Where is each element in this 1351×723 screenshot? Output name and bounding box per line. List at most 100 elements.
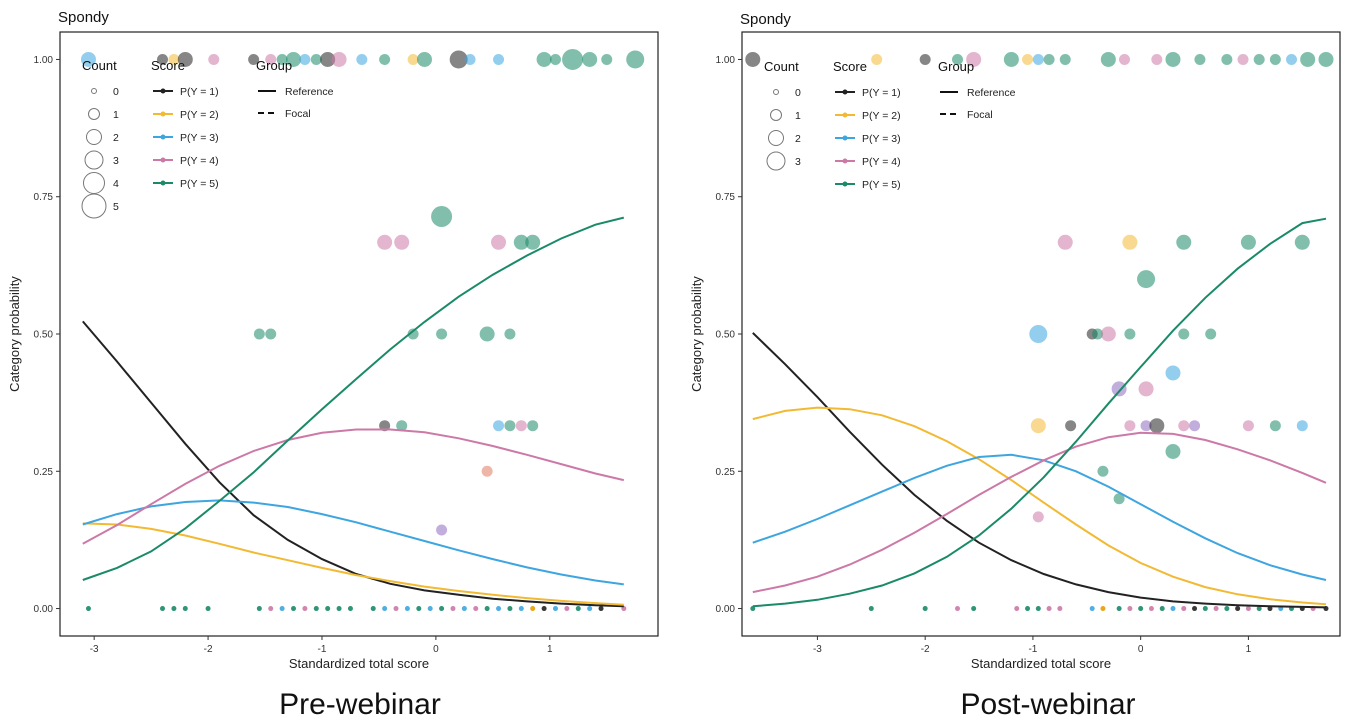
data-point: [1189, 420, 1201, 432]
data-point: [1100, 51, 1116, 67]
data-point: [1014, 606, 1020, 612]
legend-count-symbol: [86, 129, 102, 145]
legend-group-label: Reference: [967, 87, 1016, 99]
data-point: [951, 53, 963, 65]
data-point: [518, 606, 524, 612]
data-point: [279, 606, 285, 612]
legend-score-label: P(Y = 5): [180, 178, 219, 190]
data-point: [481, 465, 493, 477]
x-tick-label: -1: [318, 644, 327, 655]
data-points: [80, 48, 645, 612]
chart-panel-pre: Spondy 0.00 0.25 0.50 0.75 1.00 -3 -2 -1 0 1 Standa…: [7, 9, 659, 671]
legend: Count 0 1 2 3 Score P(Y = 1) P(Y = 2) P(Y = 3) P(…: [764, 59, 1016, 191]
data-point: [325, 606, 331, 612]
data-point: [464, 53, 476, 65]
legend-count-label: 0: [113, 86, 119, 98]
data-point: [1240, 234, 1256, 250]
legend-score-dot: [842, 89, 848, 95]
data-point: [1032, 53, 1044, 65]
data-point: [313, 606, 319, 612]
legend-group-label: Focal: [285, 108, 311, 120]
data-point: [265, 53, 277, 65]
legend-group-title: Group: [256, 58, 292, 73]
x-tick-label: -2: [921, 644, 930, 655]
x-axis-label: Standardized total score: [289, 656, 429, 671]
legend-score-dot: [160, 88, 166, 94]
data-point: [1242, 420, 1254, 432]
data-point: [491, 234, 507, 250]
data-point: [868, 606, 874, 612]
data-point: [1124, 328, 1136, 340]
data-point: [1119, 53, 1131, 65]
y-tick-label: 1.00: [716, 55, 736, 66]
data-point: [253, 328, 265, 340]
y-tick-label: 0.75: [34, 192, 54, 203]
data-point: [1025, 606, 1031, 612]
data-point: [1178, 420, 1190, 432]
data-point: [396, 420, 408, 432]
data-point: [1138, 606, 1144, 612]
data-point: [1124, 420, 1136, 432]
data-point: [1165, 51, 1181, 67]
data-point: [513, 234, 529, 250]
legend-count-symbol: [91, 88, 97, 94]
data-points: [745, 51, 1334, 612]
data-point: [493, 420, 505, 432]
y-tick-label: 0.50: [716, 330, 736, 341]
data-point: [493, 53, 505, 65]
y-tick-label: 1.00: [34, 55, 54, 66]
legend-score-label: P(Y = 4): [180, 155, 219, 167]
data-point: [621, 606, 627, 612]
data-point: [598, 606, 604, 612]
data-point: [320, 51, 336, 67]
data-point: [1059, 53, 1071, 65]
data-point: [1092, 328, 1104, 340]
data-point: [1140, 420, 1152, 432]
data-point: [750, 606, 756, 612]
series-line-p-y-4: [752, 431, 1327, 594]
y-tick-label: 0.25: [34, 467, 54, 478]
data-point: [564, 606, 570, 612]
series-lines: [752, 217, 1327, 609]
data-point: [449, 50, 468, 69]
data-point: [601, 53, 613, 65]
data-point: [919, 53, 931, 65]
data-point: [871, 53, 883, 65]
data-point: [1148, 606, 1154, 612]
legend-count-label: 2: [113, 132, 119, 144]
data-point: [393, 606, 399, 612]
legend-score-label: P(Y = 3): [180, 132, 219, 144]
data-point: [1178, 328, 1190, 340]
data-point: [268, 606, 274, 612]
data-point: [157, 53, 169, 65]
data-point: [431, 205, 453, 227]
data-point: [1256, 606, 1262, 612]
data-point: [382, 606, 388, 612]
data-point: [1137, 270, 1156, 289]
legend-score-dot: [842, 135, 848, 141]
data-point: [552, 606, 558, 612]
legend-count-symbol: [768, 130, 784, 146]
data-point: [377, 234, 393, 250]
data-point: [1269, 53, 1281, 65]
data-point: [479, 326, 495, 342]
legend-count-label: 3: [113, 155, 119, 167]
data-point: [439, 606, 445, 612]
legend-count-symbol: [770, 109, 782, 121]
data-point: [171, 606, 177, 612]
data-point: [1192, 606, 1198, 612]
data-point: [1294, 234, 1310, 250]
data-point: [404, 606, 410, 612]
data-point: [1065, 420, 1077, 432]
data-point: [416, 606, 422, 612]
data-point: [302, 606, 308, 612]
data-point: [1221, 53, 1233, 65]
x-tick-label: -2: [204, 644, 213, 655]
data-point: [1194, 53, 1206, 65]
data-point: [265, 328, 277, 340]
data-point: [336, 606, 342, 612]
data-point: [1151, 53, 1163, 65]
panel-caption: Post-webinar: [960, 688, 1135, 721]
legend-score-label: P(Y = 1): [862, 87, 901, 99]
series-line-p-y-2: [82, 522, 624, 606]
